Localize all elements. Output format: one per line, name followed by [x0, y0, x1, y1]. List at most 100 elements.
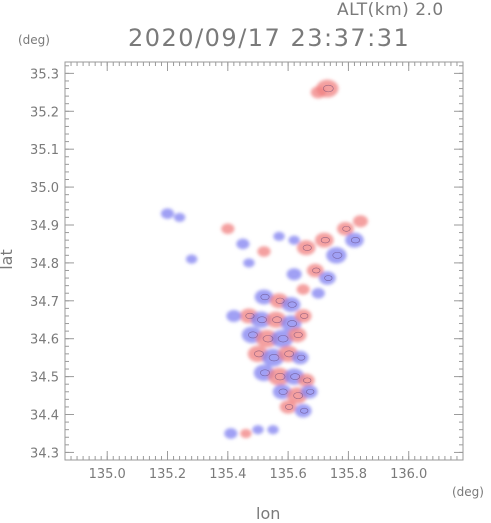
y-tick-label: 35.1: [30, 143, 59, 158]
negative-patch: [286, 268, 302, 281]
y-tick-label: 34.7: [30, 295, 59, 310]
negative-patch: [160, 208, 175, 219]
patch-outline: [287, 320, 298, 327]
positive-patch: [310, 86, 326, 99]
positive-patch: [294, 309, 312, 323]
y-tick-label: 34.3: [30, 446, 59, 461]
x-tick-label: 135.2: [149, 467, 186, 482]
patch-outline: [260, 293, 270, 301]
negative-patch: [250, 311, 272, 328]
negative-patch: [272, 384, 292, 400]
patch-outline: [262, 335, 274, 343]
altitude-label: ALT(km) 2.0: [337, 0, 444, 20]
patch-outline: [257, 316, 267, 324]
patch-outline: [320, 237, 330, 244]
y-tick-label: 34.6: [30, 333, 59, 348]
negative-patch: [236, 238, 250, 250]
patch-outline: [277, 335, 289, 343]
negative-patch: [326, 247, 347, 264]
y-tick-label: 34.9: [30, 219, 59, 234]
negative-patch: [224, 428, 238, 439]
positive-patch: [337, 222, 354, 236]
patch-outline: [350, 237, 360, 244]
negative-patch: [270, 329, 294, 348]
negative-patch: [254, 289, 274, 305]
y-tick-label: 35.3: [30, 67, 59, 82]
x-tick-label: 135.8: [330, 467, 367, 482]
y-axis-unit: (deg): [18, 33, 50, 47]
negative-patch: [345, 232, 364, 248]
patch-outline: [293, 392, 304, 399]
negative-patch: [252, 425, 264, 435]
plot-frame: [64, 61, 464, 461]
negative-patch: [294, 404, 312, 418]
axis-ticks: [65, 62, 464, 461]
x-tick-label: 135.4: [209, 467, 246, 482]
patch-outline: [284, 350, 295, 358]
positive-patch: [315, 232, 334, 248]
negative-patch: [291, 350, 309, 365]
negative-patch: [185, 254, 198, 264]
y-tick-label: 34.4: [30, 409, 59, 424]
positive-patch: [257, 246, 271, 257]
negative-patch: [243, 258, 255, 268]
negative-patch: [281, 297, 301, 313]
y-tick-label: 35.2: [30, 105, 59, 120]
negative-patch: [311, 287, 325, 299]
patch-outline: [303, 377, 312, 384]
negative-patch: [318, 271, 336, 285]
positive-patch: [296, 284, 310, 295]
positive-patch: [352, 215, 368, 228]
patch-outline: [324, 275, 333, 281]
patch-outline: [306, 388, 315, 395]
data-patches: [160, 79, 368, 439]
patch-outline: [254, 350, 264, 358]
positive-patch: [296, 240, 316, 256]
x-tick-label: 135.6: [270, 467, 307, 482]
patch-outline: [302, 244, 312, 251]
x-axis-label: lon: [256, 504, 281, 523]
patch-outline: [248, 331, 258, 339]
y-tick-label: 34.8: [30, 257, 59, 272]
patch-outline: [268, 354, 280, 362]
patch-outline: [300, 313, 309, 319]
axis-tick-labels: 135.0 135.2 135.4 135.6 135.8 136.0 34.3 34.4 34…: [30, 67, 427, 482]
negative-patch: [173, 212, 186, 222]
patch-outline: [312, 267, 321, 274]
patch-outline: [245, 312, 255, 320]
negative-patch: [267, 425, 279, 435]
patch-outline: [323, 84, 334, 93]
patch-outline: [290, 373, 301, 380]
patch-outline: [272, 316, 282, 324]
negative-patch: [300, 385, 318, 399]
positive-patch: [287, 327, 307, 343]
patch-outline: [300, 407, 309, 414]
positive-patch: [306, 263, 324, 278]
patch-outline: [275, 297, 285, 304]
negative-patch: [226, 309, 242, 322]
patch-outline: [297, 354, 306, 361]
x-axis-unit: (deg): [452, 485, 484, 499]
patch-outline: [274, 372, 286, 381]
patch-outline: [342, 225, 351, 232]
positive-patch: [279, 400, 297, 414]
patch-outline: [278, 388, 288, 395]
patch-outline: [332, 251, 343, 259]
patch-outline: [260, 369, 270, 377]
positive-patch: [297, 373, 315, 388]
negative-patch: [273, 231, 285, 241]
x-tick-label: 136.0: [390, 467, 427, 482]
y-tick-label: 34.5: [30, 371, 59, 386]
positive-patch: [240, 428, 252, 439]
timestamp-title: 2020/09/17 23:37:31: [128, 24, 411, 52]
patch-outline: [285, 404, 294, 410]
patch-outline: [287, 301, 297, 308]
negative-patch: [288, 235, 300, 245]
positive-patch: [221, 223, 235, 235]
y-tick-label: 35.0: [30, 181, 59, 196]
patch-outline: [293, 331, 303, 339]
positive-patch: [267, 367, 291, 386]
data-outlines: [245, 84, 360, 414]
x-tick-label: 135.0: [89, 467, 126, 482]
